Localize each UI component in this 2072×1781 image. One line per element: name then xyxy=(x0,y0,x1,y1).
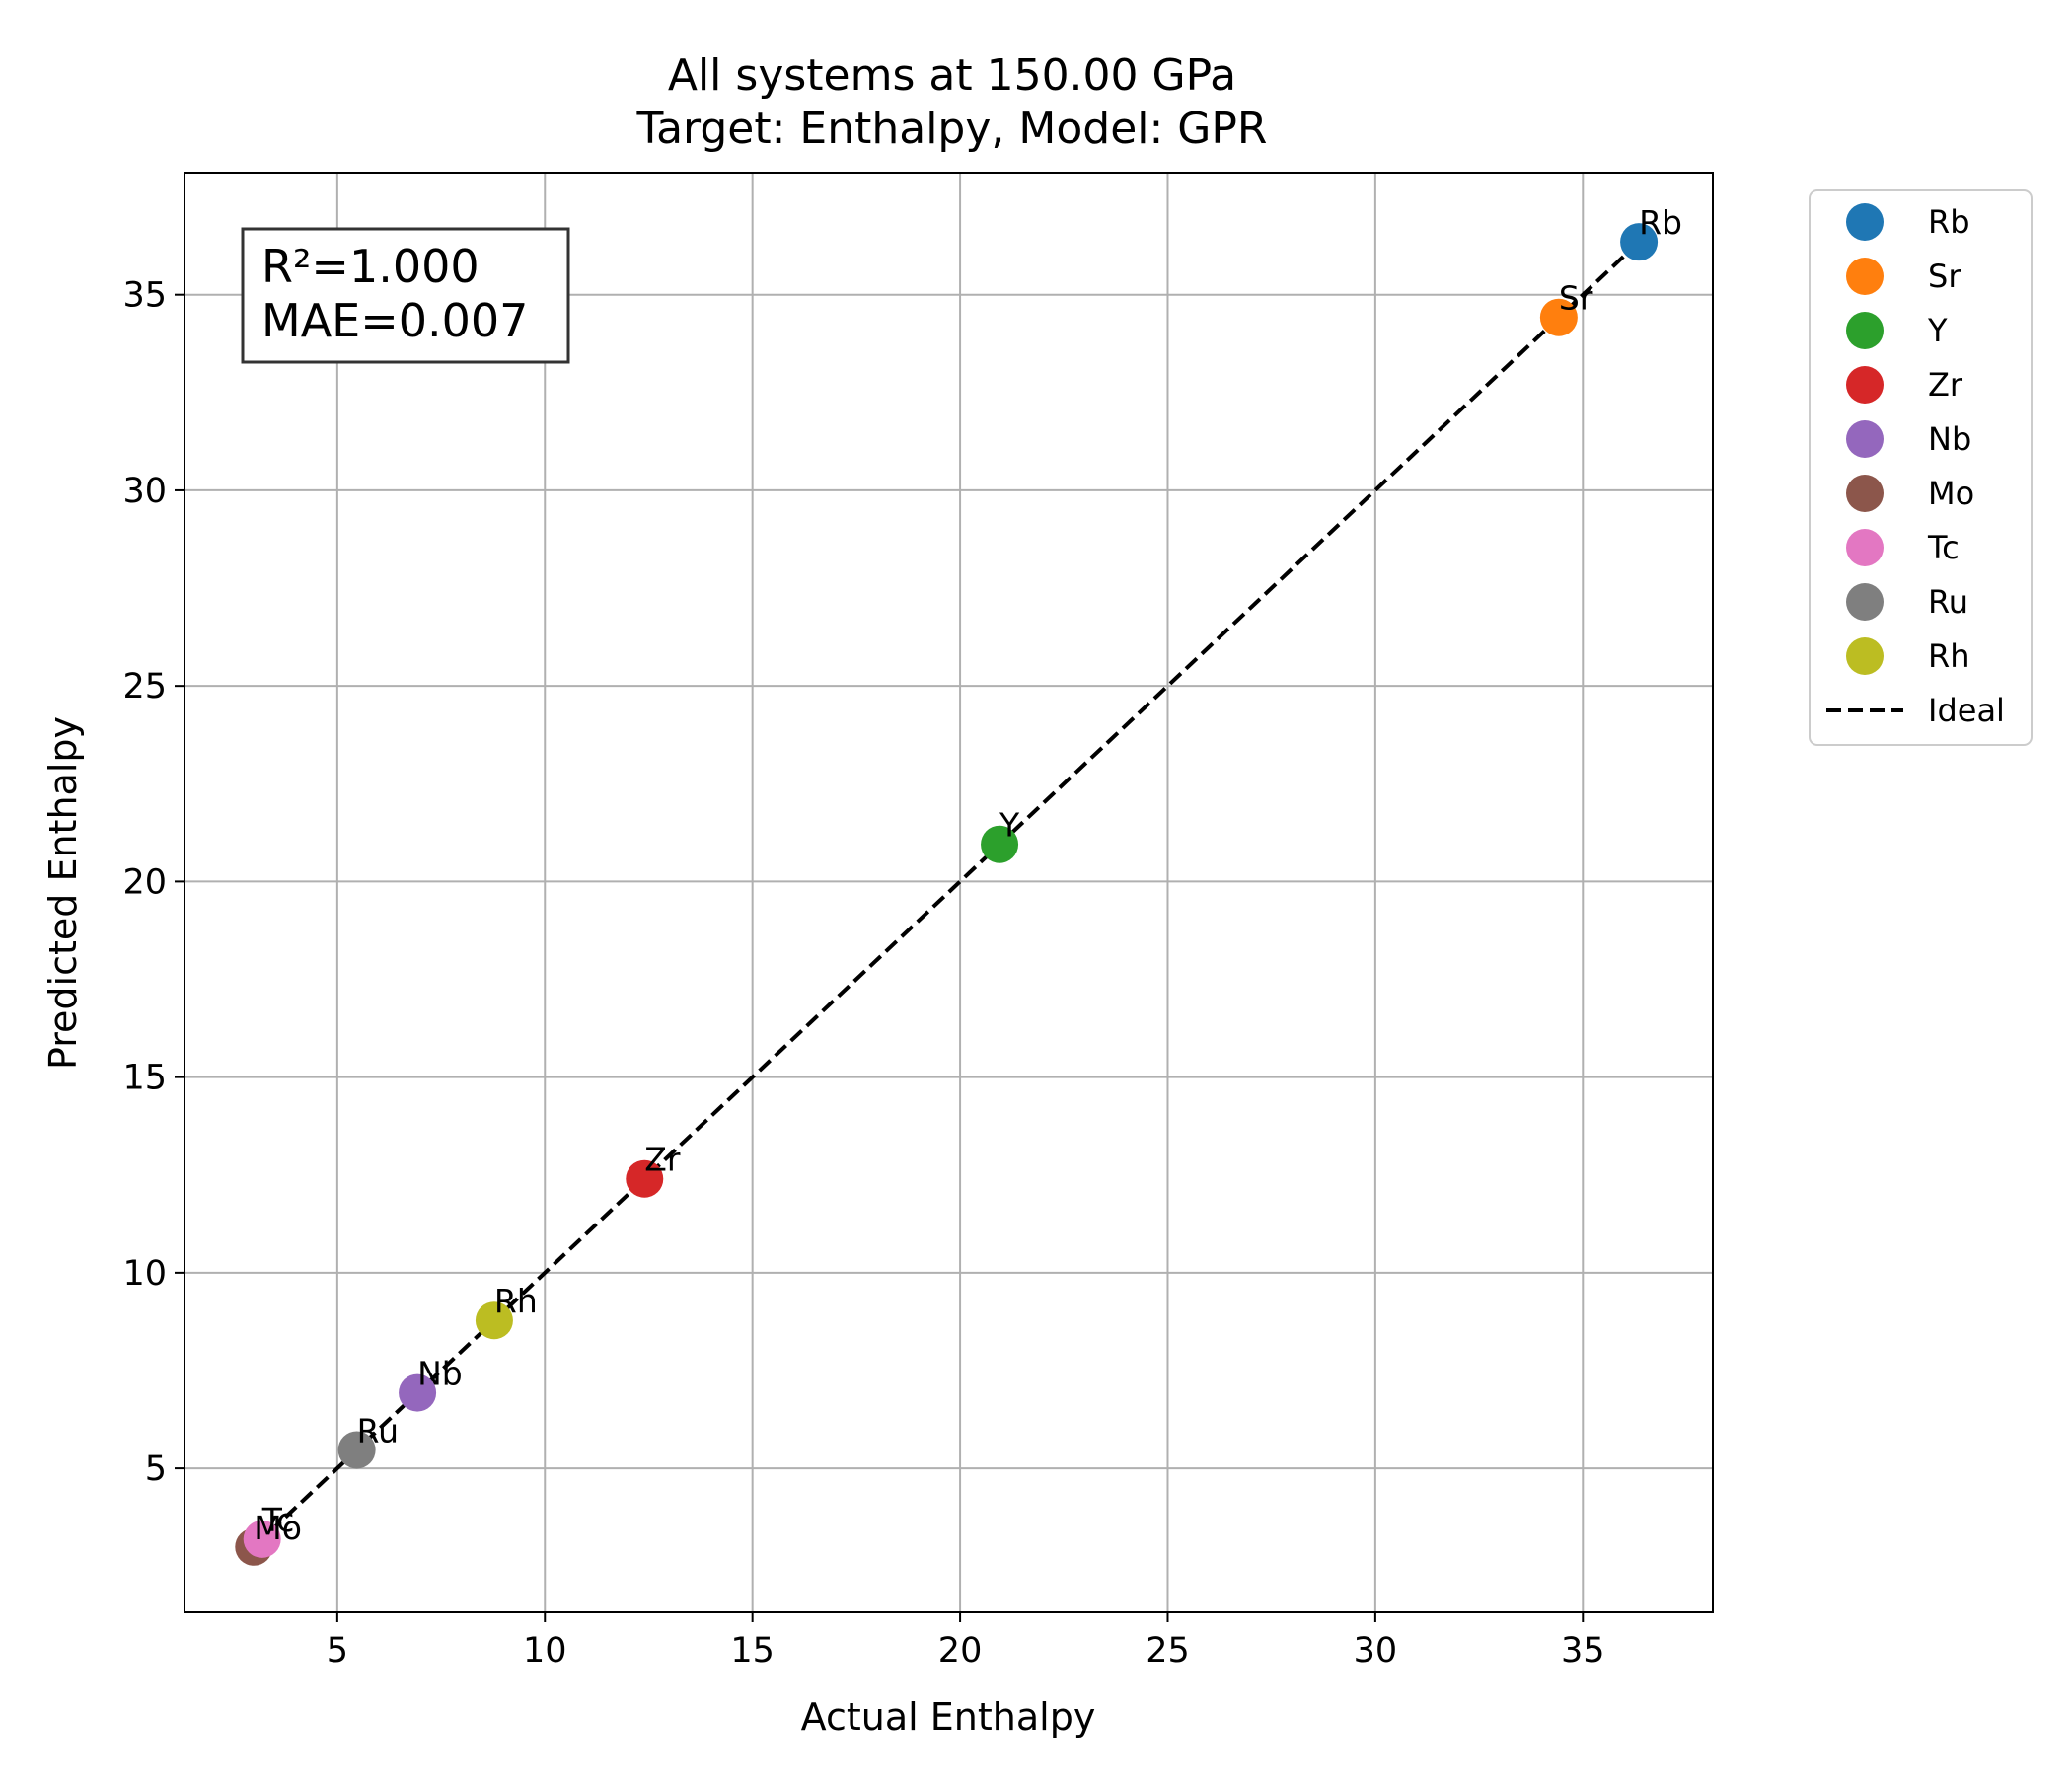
point-label-tc: Tc xyxy=(261,1501,295,1539)
legend-items: Rb Sr Y Zr Nb Mo Tc Ru Rh Ideal xyxy=(1826,203,2005,729)
data-point-nb xyxy=(399,1373,437,1412)
y-tick-label: 5 xyxy=(145,1449,167,1489)
legend-label-sr: Sr xyxy=(1928,258,1961,295)
x-tick-label: 15 xyxy=(730,1631,775,1670)
data-point-sr xyxy=(1539,298,1578,336)
metrics-box-frame xyxy=(241,227,570,364)
chart-title: All systems at 150.00 GPa xyxy=(668,50,1236,101)
legend-marker-tc xyxy=(1846,529,1884,566)
legend-label-nb: Nb xyxy=(1928,420,1971,458)
data-point-zr xyxy=(626,1159,664,1198)
y-axis-label: Predicted Enthalpy xyxy=(41,716,85,1070)
points-layer xyxy=(235,223,1659,1566)
x-tick-label: 10 xyxy=(523,1631,567,1670)
legend-marker-nb xyxy=(1846,420,1884,458)
y-tick-label: 15 xyxy=(122,1059,167,1098)
legend-label-mo: Mo xyxy=(1928,475,1974,512)
y-tick-label: 35 xyxy=(122,276,167,316)
legend-label-rb: Rb xyxy=(1928,203,1970,241)
data-point-ru xyxy=(337,1431,376,1469)
legend-marker-y xyxy=(1846,312,1884,349)
data-point-y xyxy=(981,825,1019,863)
point-label-y: Y xyxy=(999,806,1020,845)
legend-label-y: Y xyxy=(1927,312,1948,349)
y-axis-ticks: 5 10 15 20 25 30 35 xyxy=(122,276,185,1489)
point-label-sr: Sr xyxy=(1559,279,1593,318)
x-tick-label: 35 xyxy=(1561,1631,1605,1670)
plot-frame xyxy=(184,172,1714,1613)
legend-label-rh: Rh xyxy=(1928,637,1970,675)
x-tick-label: 25 xyxy=(1146,1631,1190,1670)
legend-frame xyxy=(1809,189,2033,746)
point-label-mo: Mo xyxy=(254,1509,302,1547)
data-point-rb xyxy=(1620,223,1659,261)
metrics-box: R²=1.000 MAE=0.007 xyxy=(241,227,570,364)
grid-layer xyxy=(185,173,1713,1612)
point-label-rh: Rh xyxy=(494,1282,538,1320)
data-point-tc xyxy=(243,1520,281,1558)
x-tick-label: 5 xyxy=(327,1631,348,1670)
point-label-nb: Nb xyxy=(417,1355,463,1393)
legend-marker-rh xyxy=(1846,637,1884,675)
y-tick-label: 20 xyxy=(122,862,167,902)
legend-label-tc: Tc xyxy=(1927,529,1960,566)
legend-label-ideal: Ideal xyxy=(1928,692,2005,729)
x-tick-label: 30 xyxy=(1354,1631,1398,1670)
y-tick-label: 30 xyxy=(122,472,167,511)
legend-marker-mo xyxy=(1846,475,1884,512)
point-label-ru: Ru xyxy=(357,1411,399,1449)
legend-marker-rb xyxy=(1846,203,1884,241)
point-label-rb: Rb xyxy=(1639,203,1682,242)
legend-marker-ru xyxy=(1846,583,1884,621)
data-point-rh xyxy=(475,1301,513,1340)
mae-text: MAE=0.007 xyxy=(261,294,528,347)
legend: Rb Sr Y Zr Nb Mo Tc Ru Rh Ideal xyxy=(1809,189,2033,746)
legend-label-zr: Zr xyxy=(1928,366,1963,404)
legend-marker-zr xyxy=(1846,366,1884,404)
x-axis-ticks: 5 10 15 20 25 30 35 xyxy=(327,1612,1605,1670)
legend-label-ru: Ru xyxy=(1928,583,1968,621)
y-tick-label: 10 xyxy=(122,1254,167,1294)
x-tick-label: 20 xyxy=(938,1631,983,1670)
y-tick-label: 25 xyxy=(122,667,167,706)
r2-text: R²=1.000 xyxy=(261,240,480,293)
point-label-zr: Zr xyxy=(644,1141,681,1179)
x-axis-label: Actual Enthalpy xyxy=(801,1695,1096,1739)
legend-marker-sr xyxy=(1846,258,1884,295)
chart-subtitle: Target: Enthalpy, Model: GPR xyxy=(635,104,1267,154)
